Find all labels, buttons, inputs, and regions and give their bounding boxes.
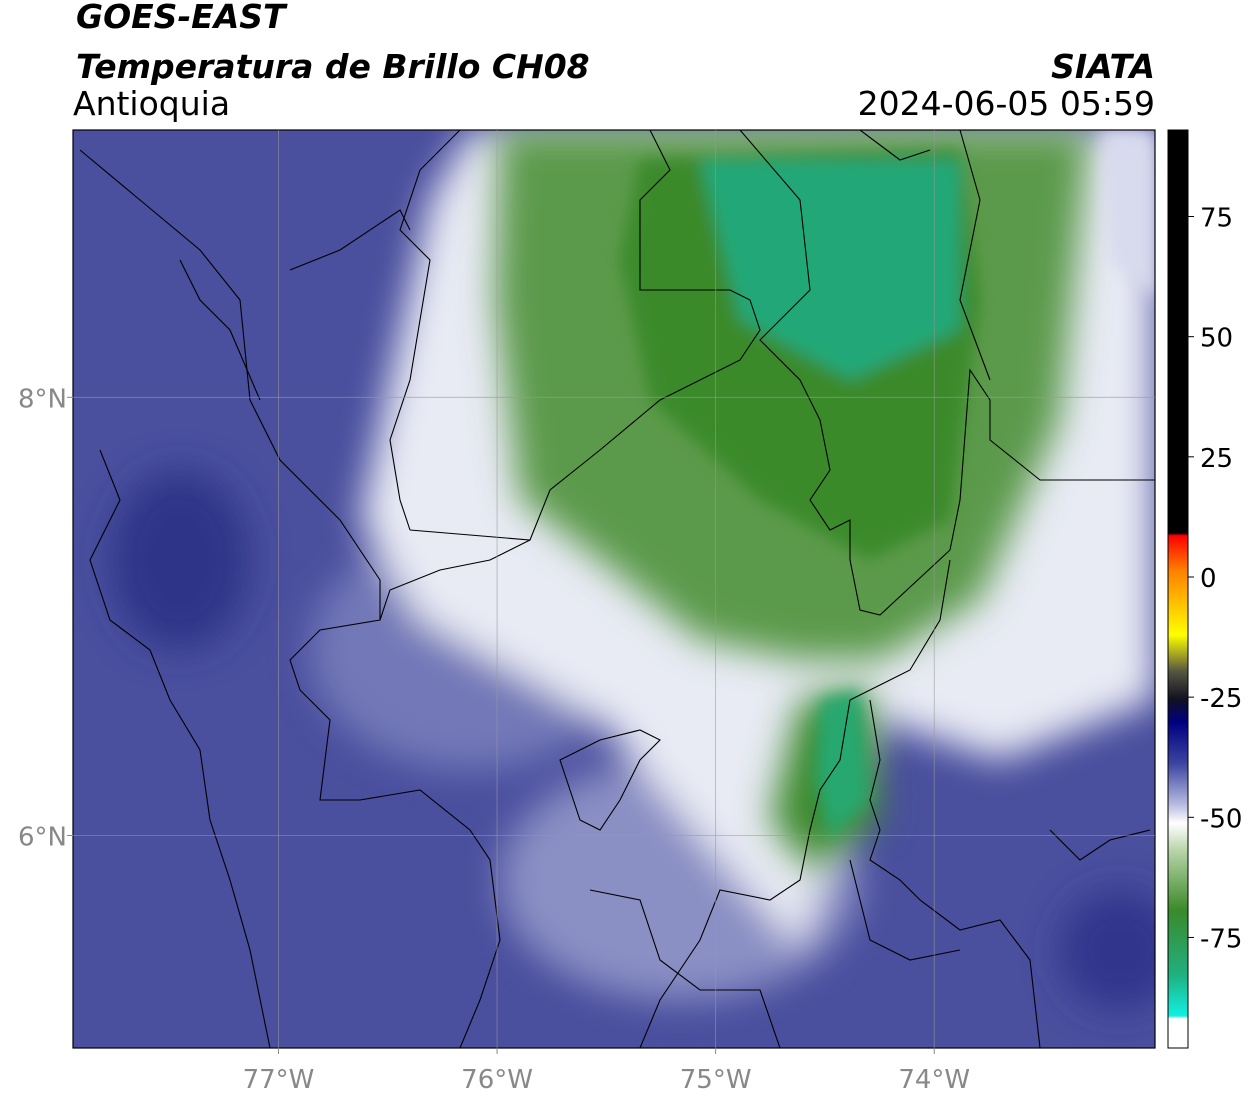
colorbar-tick-label: -75 <box>1200 924 1242 954</box>
admin-borders <box>79 130 1155 1048</box>
region-label: Antioquia <box>73 84 230 123</box>
y-tick-label: 8°N <box>18 384 67 414</box>
y-tick-label: 6°N <box>18 822 67 852</box>
colorbar-tick-label: 0 <box>1200 564 1217 594</box>
colorbar-tick-label: -25 <box>1200 684 1242 714</box>
colorbar-tick-label: 50 <box>1200 324 1233 354</box>
colorbar-tick-label: 75 <box>1200 204 1233 234</box>
colorbar <box>1167 129 1189 1049</box>
colorbar-tick-label: 25 <box>1200 444 1233 474</box>
x-tick-label: 77°W <box>243 1065 315 1095</box>
map-imagery <box>73 130 1155 1048</box>
x-tick-label: 75°W <box>680 1065 752 1095</box>
product-title: Temperatura de Brillo CH08 <box>76 47 590 86</box>
x-tick-label: 74°W <box>898 1065 970 1095</box>
x-tick-label: 76°W <box>461 1065 533 1095</box>
colorbar-tick-label: -50 <box>1200 804 1242 834</box>
source-label: SIATA <box>1051 47 1155 86</box>
satellite-title: GOES-EAST <box>76 0 288 36</box>
map-frame <box>72 129 1156 1049</box>
datetime-label: 2024-06-05 05:59 <box>858 84 1155 123</box>
